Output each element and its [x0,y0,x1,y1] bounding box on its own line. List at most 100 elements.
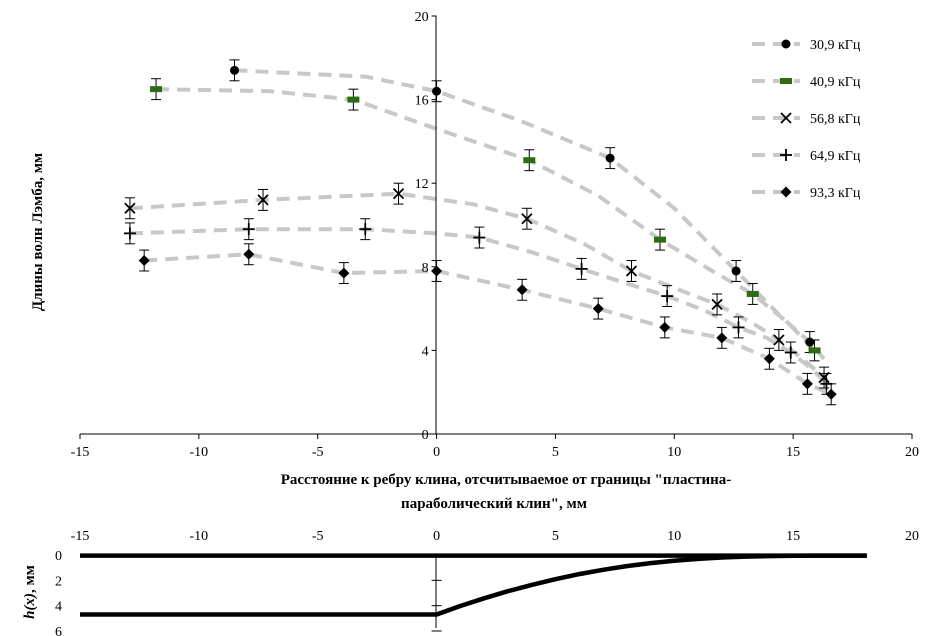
x-axis-title-line-2: параболический клин", мм [401,496,587,512]
data-point-series-5 [516,284,528,296]
data-point-series-4 [242,223,255,236]
data-point-series-5 [825,388,837,400]
profile-lines [80,553,867,617]
profile-y-tick-label: 4 [55,600,62,615]
data-point-series-4 [359,223,372,236]
y-tick-label: 0 [422,428,429,443]
profile-y-axis-title-rest: , мм [22,565,38,593]
x-marker-stroke [818,371,830,384]
data-point-series-3 [818,371,830,384]
data-point-series-4 [473,231,486,244]
profile-x-tick-label: 10 [667,529,681,544]
data-point-series-3 [392,188,405,200]
x-tick-label: -15 [71,445,90,460]
data-point-series-1 [432,86,442,96]
profile-line-2 [80,553,867,617]
x-marker-stroke [124,202,136,214]
data-point-series-4 [784,346,797,359]
profile-x-tick-label: 0 [433,529,440,544]
y-tick-label: 12 [415,177,429,192]
x-tick-label: 5 [552,445,559,460]
error-bars [124,59,837,406]
legend-label: 30,9 кГц [810,38,861,53]
y-axis-title: Длины волн Лэмба, мм [30,153,46,311]
legend-label: 93,3 кГц [810,186,861,201]
profile-x-tick-label: -15 [71,529,90,544]
data-point-series-5 [431,265,443,277]
data-point-series-2 [746,290,759,297]
legend-marker [781,39,791,49]
data-point-series-5 [763,353,775,365]
data-point-series-5 [338,267,350,279]
profile-y-tick-label: 0 [55,549,62,564]
profile-x-tick-label: 15 [786,529,800,544]
legend-marker [780,78,792,84]
axes [80,16,912,435]
trend-lines [129,68,833,397]
x-tick-label: -10 [190,445,209,460]
data-point-series-4 [732,321,745,334]
x-marker-stroke [773,334,785,346]
data-point-series-5 [716,332,728,344]
profile-y-tick-label: 2 [55,574,62,589]
x-tick-label: 10 [667,445,681,460]
profile-y-axis-title-italic: h(x) [22,593,38,619]
data-markers [123,65,837,400]
wedge-profile-chart: -15 -10 -5 0 5 10 15 20 0 2 4 6 h(x), мм [22,529,919,636]
profile-x-tick-label: 20 [905,529,919,544]
data-point-series-3 [124,202,136,214]
data-point-series-1 [805,337,815,347]
data-point-series-2 [150,86,163,93]
data-point-series-5 [138,255,150,267]
data-point-series-4 [123,227,136,240]
data-point-series-5 [592,303,604,315]
legend-label: 64,9 кГц [810,149,861,164]
data-point-series-4 [575,262,588,275]
trend-line-series-3 [129,191,826,380]
wavelength-chart: -15 -10 -5 0 5 10 15 20 0 4 8 12 16 20 Расстояние к … [30,10,919,512]
profile-x-tick-label: -5 [312,529,324,544]
profile-x-tick-labels: -15 -10 -5 0 5 10 15 20 [71,529,919,544]
trend-line-series-4 [129,227,828,386]
x-tick-labels: -15 -10 -5 0 5 10 15 20 [71,434,919,460]
y-tick-label: 20 [415,10,429,25]
data-point-series-2 [347,96,360,103]
legend-marker [780,149,792,161]
profile-y-tick-labels: 0 2 4 6 [55,549,442,636]
profile-y-axis-title: h(x), мм [22,565,38,619]
data-point-series-4 [661,290,674,303]
data-point-series-3 [625,265,638,277]
data-point-series-4 [820,377,833,390]
data-point-series-3 [257,194,269,206]
data-point-series-2 [523,157,536,164]
legend-label: 40,9 кГц [810,75,861,90]
profile-x-tick-label: -10 [190,529,209,544]
y-tick-labels: 0 4 8 12 16 20 [415,10,437,443]
data-point-series-3 [773,334,785,346]
data-point-series-3 [711,298,723,311]
y-tick-label: 8 [422,261,429,276]
x-tick-label: 20 [905,445,919,460]
legend-marker [780,186,792,198]
x-marker-stroke [257,194,269,206]
data-point-series-5 [659,321,671,333]
legend-marker [780,112,792,124]
data-point-series-1 [605,153,615,163]
data-point-series-3 [521,213,533,225]
x-marker-stroke [780,112,792,124]
x-marker-stroke [711,298,723,311]
data-point-series-1 [230,65,240,75]
profile-x-tick-label: 5 [552,529,559,544]
x-tick-label: 15 [786,445,800,460]
legend: 30,9 кГц 40,9 кГц 56,8 кГц 64,9 кГц 93,3 кГц [752,38,861,201]
trend-line-series-5 [144,252,833,397]
trend-line-series-2 [156,87,816,352]
data-point-series-5 [801,378,813,390]
data-point-series-5 [243,248,255,260]
data-point-series-1 [731,266,741,276]
x-marker-stroke [625,265,638,277]
x-axis-title-line-1: Расстояние к ребру клина, отсчитываемое … [281,472,732,488]
y-tick-label: 4 [422,344,429,359]
profile-y-tick-label: 6 [55,625,62,636]
